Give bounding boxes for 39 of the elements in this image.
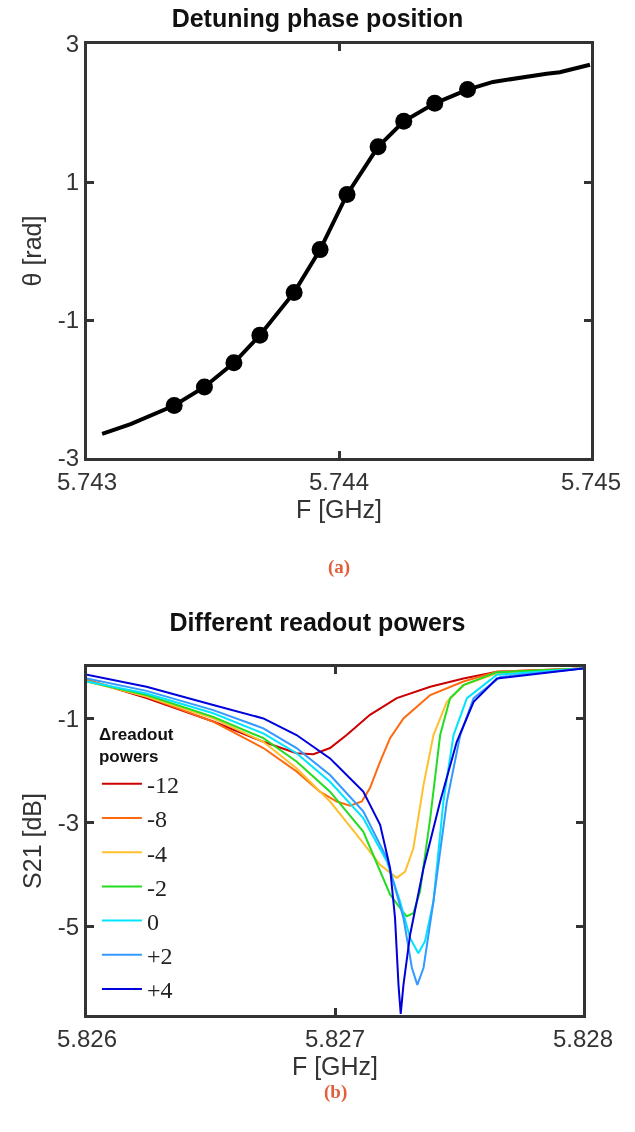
legend-label: +4 (146, 977, 173, 1004)
legend-label: -2 (146, 874, 167, 901)
line-series (100, 62, 591, 436)
y-tick-label: -1 (57, 705, 80, 733)
x-axis-title: F [GHz] (291, 1051, 379, 1080)
text: (b) (324, 1081, 348, 1103)
x-tick-label: 5.826 (56, 1024, 118, 1052)
chart-title: Detuning phase position (171, 3, 464, 32)
text: (a) (328, 556, 351, 578)
y-tick-label: -3 (57, 809, 80, 837)
y-tick-label: -1 (57, 306, 80, 334)
point (225, 354, 243, 372)
legend-label: 0 (146, 908, 159, 935)
y-tick-label: 3 (65, 30, 80, 58)
point (426, 94, 444, 112)
point (195, 378, 213, 396)
legend-title: Δreadout powers (98, 724, 174, 766)
legend-label: -8 (146, 806, 167, 833)
point (251, 326, 269, 344)
y-tick-label: 1 (65, 168, 80, 196)
x-axis-title: F [GHz] (295, 494, 383, 523)
legend-label: -12 (146, 772, 179, 799)
point (338, 185, 356, 203)
x-tick-label: 5.828 (552, 1024, 614, 1052)
y-axis-title: θ [rad] (17, 215, 46, 287)
x-tick-label: 5.744 (308, 467, 370, 495)
y-tick-label: -5 (57, 913, 80, 941)
chart-title: Different readout powers (169, 607, 466, 636)
point (369, 138, 387, 156)
legend-label: -4 (146, 840, 167, 867)
point (165, 397, 183, 415)
point (285, 283, 303, 301)
legend-label: +2 (146, 943, 173, 970)
x-tick-label: 5.827 (304, 1024, 366, 1052)
y-axis-title: S21 [dB] (17, 793, 46, 889)
point (311, 241, 329, 259)
x-tick-label: 5.745 (560, 467, 622, 495)
point (459, 81, 477, 99)
point (395, 112, 413, 130)
